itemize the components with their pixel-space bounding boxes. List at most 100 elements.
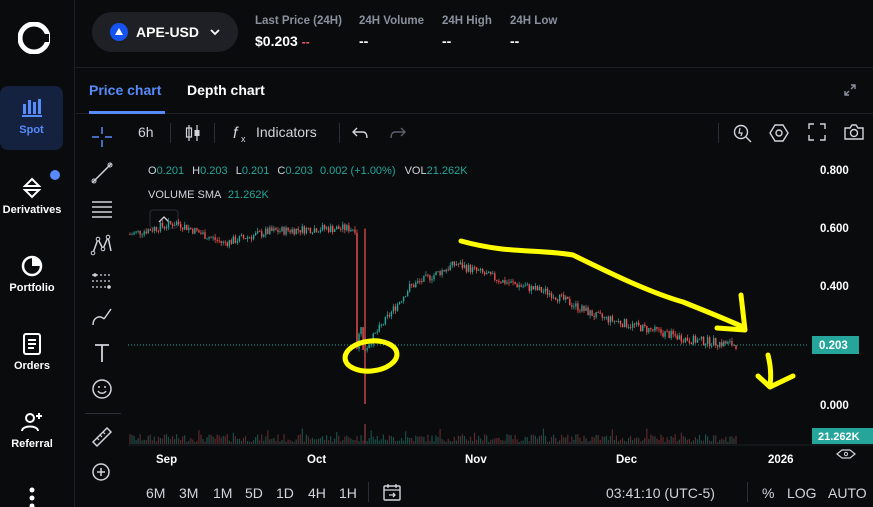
volume-bar	[550, 436, 553, 444]
volume-bar	[145, 440, 147, 444]
range-button-4h[interactable]: 4H	[308, 485, 326, 501]
coinbase-logo-icon[interactable]	[18, 22, 50, 54]
vol-label: VOL	[405, 165, 427, 177]
candle-body	[392, 306, 395, 312]
zoom-in-icon[interactable]	[90, 461, 114, 485]
nav-item-portfolio[interactable]: Portfolio	[0, 254, 64, 294]
candlestick-type-icon[interactable]	[184, 124, 202, 142]
undo-icon[interactable]	[352, 125, 368, 141]
volume-bar	[666, 436, 668, 444]
time-tick: Nov	[465, 454, 487, 466]
volume-bar	[137, 438, 139, 444]
auto-scale-toggle[interactable]: AUTO	[828, 485, 867, 501]
stat-label: 24H High	[442, 15, 492, 27]
measure-levels-icon[interactable]	[90, 269, 114, 293]
o-value: 0.201	[157, 165, 185, 177]
interval-button[interactable]: 6h	[138, 124, 154, 140]
volume-bar	[376, 435, 378, 444]
time-tick: 2026	[768, 454, 794, 466]
candle-body	[635, 322, 638, 325]
price-axis[interactable]: 0.800 0.600 0.400 0.000	[820, 165, 849, 412]
volume-bar	[255, 436, 257, 444]
range-button-6m[interactable]: 6M	[146, 485, 166, 501]
time-axis[interactable]: Sep Oct Nov Dec 2026	[156, 454, 794, 466]
l-label: L	[236, 165, 242, 177]
emoji-icon[interactable]	[90, 377, 114, 401]
pie-chart-icon	[21, 255, 43, 277]
crosshair-icon[interactable]	[90, 125, 114, 149]
tab-price-chart[interactable]: Price chart	[89, 82, 162, 98]
range-button-1h[interactable]: 1H	[339, 485, 357, 501]
percent-scale-toggle[interactable]: %	[762, 485, 775, 501]
candle-body	[184, 224, 186, 230]
candle-body	[524, 285, 526, 287]
chart-canvas[interactable]: O0.201 H0.203 L0.201 C0.203 0.002 (+1.00…	[128, 152, 873, 507]
candle-body	[542, 291, 545, 293]
nav-item-derivatives[interactable]: Derivatives	[0, 176, 64, 216]
pattern-tool-icon[interactable]	[90, 233, 114, 257]
volume-bar	[265, 436, 267, 444]
candle-body	[238, 236, 241, 242]
trend-line-icon[interactable]	[90, 161, 114, 185]
axis-settings-icon[interactable]	[836, 449, 856, 459]
volume-bar	[386, 440, 388, 444]
volume-bar	[694, 436, 697, 444]
change-value: 0.002 (+1.00%)	[320, 165, 396, 177]
pair-selector-button[interactable]: APE-USD	[92, 12, 238, 52]
range-button-5d[interactable]: 5D	[245, 485, 263, 501]
brush-icon[interactable]	[90, 305, 114, 329]
candle-body	[668, 331, 670, 338]
horizontal-lines-icon[interactable]	[90, 197, 114, 221]
volume-bar	[192, 439, 194, 444]
volume-bar	[202, 439, 204, 444]
volume-bar	[731, 436, 733, 444]
indicators-button[interactable]: Indicators	[256, 124, 317, 140]
quick-search-icon[interactable]	[732, 123, 752, 143]
volume-bar	[615, 435, 618, 444]
range-button-1m[interactable]: 1M	[213, 485, 233, 501]
candle-body	[301, 226, 303, 233]
candle-body	[309, 228, 312, 234]
camera-icon[interactable]	[844, 123, 864, 141]
down-arrow-annotation	[755, 352, 796, 390]
volume-bar	[654, 436, 656, 444]
volume-bar	[403, 440, 405, 444]
volume-bar	[206, 437, 208, 444]
candle-body	[611, 316, 614, 322]
price-chart[interactable]: O0.201 H0.203 L0.201 C0.203 0.002 (+1.00…	[128, 152, 873, 507]
redo-icon[interactable]	[390, 125, 406, 141]
collapse-legend-button[interactable]	[149, 209, 179, 229]
tab-depth-chart[interactable]: Depth chart	[187, 82, 265, 98]
range-button-3m[interactable]: 3M	[179, 485, 199, 501]
clock-display[interactable]: 03:41:10 (UTC-5)	[606, 485, 715, 501]
candle-body	[222, 241, 224, 243]
date-range-icon[interactable]	[382, 482, 402, 502]
volume-bar	[415, 435, 417, 444]
volume-bar	[232, 432, 234, 444]
volume-bar	[690, 441, 693, 444]
more-icon[interactable]	[28, 486, 36, 507]
nav-item-orders[interactable]: Orders	[0, 332, 64, 372]
volume-bar	[449, 440, 451, 444]
expand-icon[interactable]	[843, 83, 857, 97]
function-icon[interactable]: f x	[232, 123, 250, 143]
volume-bar	[522, 440, 524, 444]
volume-bar	[686, 439, 688, 444]
settings-hexagon-icon[interactable]	[769, 123, 789, 143]
volume-bar	[238, 438, 241, 444]
candle-body	[230, 240, 233, 244]
candle-body	[723, 341, 725, 346]
log-scale-toggle[interactable]: LOG	[787, 485, 817, 501]
volume-bar	[488, 441, 490, 444]
fullscreen-icon[interactable]	[808, 123, 826, 141]
nav-item-referral[interactable]: Referral	[0, 410, 64, 450]
volume-bar	[378, 440, 380, 444]
candle-body	[558, 294, 561, 302]
nav-item-spot[interactable]: Spot	[0, 86, 63, 150]
text-tool-icon[interactable]	[90, 341, 114, 365]
ruler-icon[interactable]	[90, 425, 114, 449]
candle-body	[242, 235, 245, 239]
range-button-1d[interactable]: 1D	[276, 485, 294, 501]
volume-bar	[356, 436, 358, 444]
circle-annotation	[342, 338, 400, 374]
